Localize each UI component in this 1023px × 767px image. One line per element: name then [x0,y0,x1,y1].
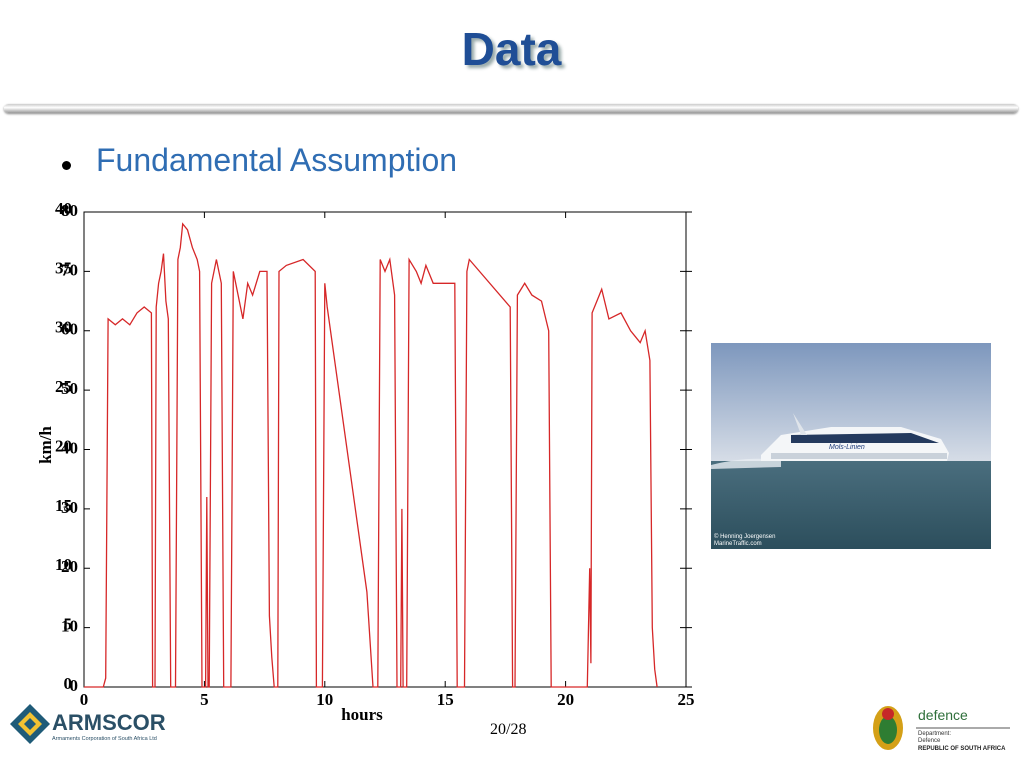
slide-title: Data [461,23,562,75]
y2-tick-label: 35 [55,258,72,277]
y-tick-label: 20 [61,557,78,576]
y2-tick-label: 30 [55,318,72,337]
x-tick-label: 10 [316,690,333,709]
title-rule [4,104,1018,113]
x-tick-label: 20 [557,690,574,709]
logo-line: Department: [918,731,951,737]
x-tick-label: 15 [437,690,454,709]
y-tick-label: 80 [61,201,78,220]
y-tick-label: 60 [61,320,78,339]
chart: 0 5 10 15 20 25010203040506070800510152025303… [36,199,695,724]
image-credit: © Henning Joergensen [714,533,775,540]
y-tick-label: 70 [61,260,78,279]
data-line [84,222,658,688]
logo-name: defence [918,707,968,723]
y-tick-label: 50 [61,379,78,398]
y2-tick-label: 25 [55,377,72,396]
x-axis-label: hours [341,705,383,724]
y-tick-label: 30 [61,498,78,517]
y2-tick-label: 20 [55,436,72,455]
ship-name: Mols-Linien [829,444,865,451]
bullet-dot [62,161,71,170]
ferry-photo: Mols-Linien © Henning Joergensen MarineT… [711,343,991,549]
y-tick-label: 0 [70,676,79,695]
logo-name: ARMSCOR [52,710,166,735]
x-tick-label: 5 [200,690,209,709]
logo-line: Defence [918,738,941,744]
y2-tick-label: 0 [64,674,73,693]
armscor-logo: ARMSCOR Armaments Corporation of South A… [10,704,166,744]
y-tick-label: 40 [61,438,78,457]
x-tick-label: 0 [80,690,89,709]
page-number: 20/28 [490,721,527,738]
bullet-text: Fundamental Assumption [96,142,458,178]
x-tick-label: 25 [678,690,695,709]
y2-tick-label: 5 [64,615,73,634]
plot-frame [83,211,687,688]
y2-tick-label: 15 [55,496,72,515]
image-credit: MarineTraffic.com [714,541,762,547]
y2-tick-label: 40 [55,199,72,218]
logo-line: REPUBLIC OF SOUTH AFRICA [918,746,1006,752]
logo-subtitle: Armaments Corporation of South Africa Lt… [52,736,157,742]
y2-tick-label: 10 [55,555,72,574]
y-axis-label: km/h [36,426,55,464]
y-tick-label: 10 [61,617,78,636]
defence-logo: defence Department: Defence REPUBLIC OF … [873,706,1010,752]
